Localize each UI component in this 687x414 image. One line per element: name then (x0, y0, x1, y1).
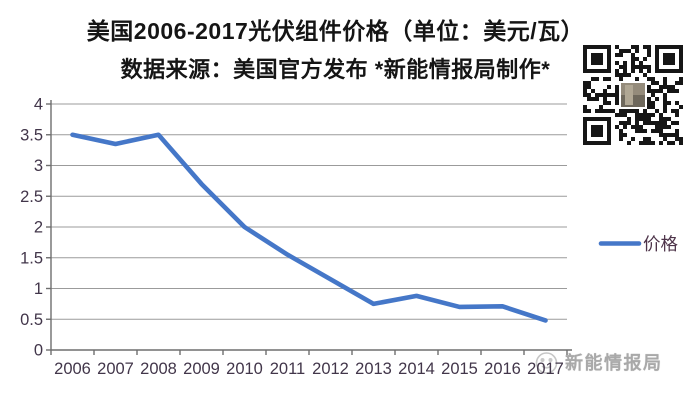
x-axis-tick-label: 2012 (312, 360, 349, 378)
y-axis-tick-label: 1.5 (20, 249, 43, 267)
y-axis-tick-label: 2.5 (20, 188, 43, 206)
watermark: 新能情报局 (534, 349, 663, 375)
legend-label: 价格 (643, 234, 678, 254)
y-axis-tick-label: 4 (34, 96, 43, 114)
x-axis-tick-label: 2009 (183, 360, 220, 378)
price-series-line (70, 132, 548, 323)
x-axis-tick-label: 2014 (398, 360, 435, 378)
x-axis-tick-label: 2017 (527, 360, 564, 378)
y-axis-tick-label: 3.5 (20, 126, 43, 144)
watermark-text: 新能情报局 (565, 353, 663, 373)
y-axis-tick-label: 0.5 (20, 311, 43, 329)
y-axis-tick-label: 3 (34, 157, 43, 175)
y-axis-tick-label: 1 (34, 280, 43, 298)
x-axis-tick-label: 2013 (355, 360, 392, 378)
y-axis-tick-label: 0 (34, 342, 43, 360)
x-axis-tick-label: 2015 (441, 360, 478, 378)
qr-code (583, 45, 683, 145)
x-axis-tick-label: 2006 (54, 360, 91, 378)
chart-title: 美国2006-2017光伏组件价格（单位：美元/瓦） (86, 18, 585, 44)
x-axis-tick-label: 2010 (226, 360, 263, 378)
watermark-logo-icon (535, 351, 558, 374)
x-axis-tick-label: 2011 (270, 360, 305, 378)
chart-subtitle: 数据来源：美国官方发布 *新能情报局制作* (120, 57, 551, 82)
x-axis-tick-label: 2008 (140, 360, 177, 378)
x-axis-tick-label: 2007 (97, 360, 134, 378)
y-axis-tick-label: 2 (34, 219, 43, 237)
x-axis-tick-label: 2016 (484, 360, 521, 378)
